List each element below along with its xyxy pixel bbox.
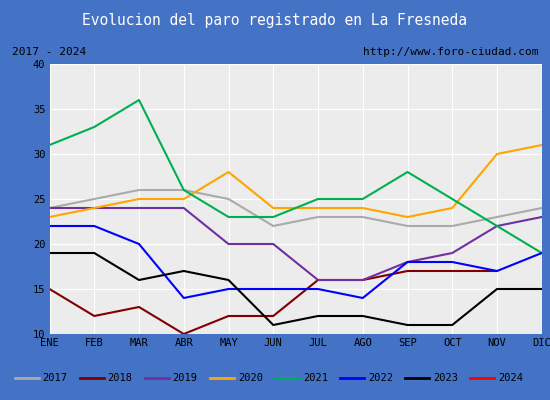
Text: 2023: 2023 (433, 373, 458, 383)
Text: http://www.foro-ciudad.com: http://www.foro-ciudad.com (362, 47, 538, 57)
Text: 2022: 2022 (368, 373, 393, 383)
Text: 2018: 2018 (108, 373, 133, 383)
Text: Evolucion del paro registrado en La Fresneda: Evolucion del paro registrado en La Fres… (82, 14, 468, 28)
Text: 2020: 2020 (238, 373, 263, 383)
Text: 2017 - 2024: 2017 - 2024 (12, 47, 86, 57)
Text: 2024: 2024 (498, 373, 523, 383)
Text: 2021: 2021 (303, 373, 328, 383)
Text: 2017: 2017 (42, 373, 68, 383)
Text: 2019: 2019 (173, 373, 198, 383)
